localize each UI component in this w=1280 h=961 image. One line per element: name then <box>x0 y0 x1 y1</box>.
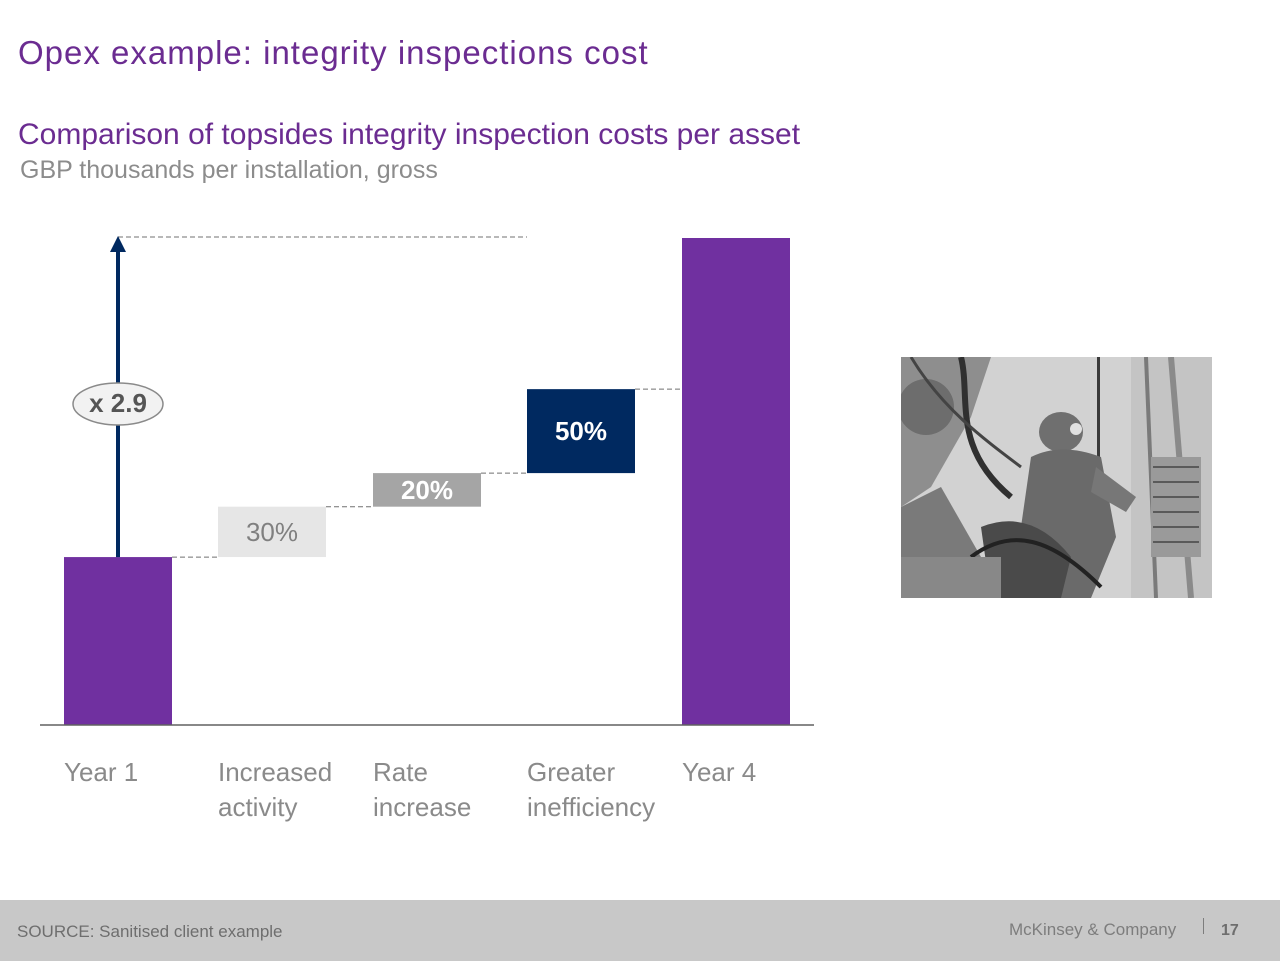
bar-4 <box>527 389 635 474</box>
chart-title: Comparison of topsides integrity inspect… <box>18 118 801 151</box>
category-label: Rate <box>373 757 428 787</box>
multiplier-badge <box>72 382 164 426</box>
category-label: Increased <box>218 757 332 787</box>
bar-label-3: 20% <box>401 475 453 505</box>
footer-separator <box>1203 918 1204 934</box>
footer: SOURCE: Sanitised client example McKinse… <box>0 900 1280 961</box>
category-label: Greater <box>527 757 615 787</box>
bar-label-2: 30% <box>246 517 298 547</box>
source-note: SOURCE: Sanitised client example <box>17 922 283 941</box>
multiplier-label: x 2.9 <box>89 388 147 418</box>
page-title: Opex example: integrity inspections cost <box>18 34 649 71</box>
waterfall-chart: 30% 20% 50% Year 1 Increased activity Rate incr… <box>40 236 814 822</box>
photo-icon <box>901 357 1212 598</box>
bar-1 <box>64 557 172 725</box>
bar-3 <box>373 473 481 507</box>
growth-arrow-head <box>110 236 126 252</box>
category-label: increase <box>373 792 471 822</box>
chart-subtitle: GBP thousands per installation, gross <box>20 156 438 184</box>
category-label: activity <box>218 792 297 822</box>
bar-5 <box>682 238 790 725</box>
category-label: Year 1 <box>64 757 138 787</box>
bar-2 <box>218 506 326 558</box>
brand-name: McKinsey & Company <box>1009 920 1177 939</box>
page-number: 17 <box>1221 922 1239 939</box>
bar-label-4: 50% <box>555 416 607 446</box>
category-label: Year 4 <box>682 757 756 787</box>
category-label: inefficiency <box>527 792 655 822</box>
